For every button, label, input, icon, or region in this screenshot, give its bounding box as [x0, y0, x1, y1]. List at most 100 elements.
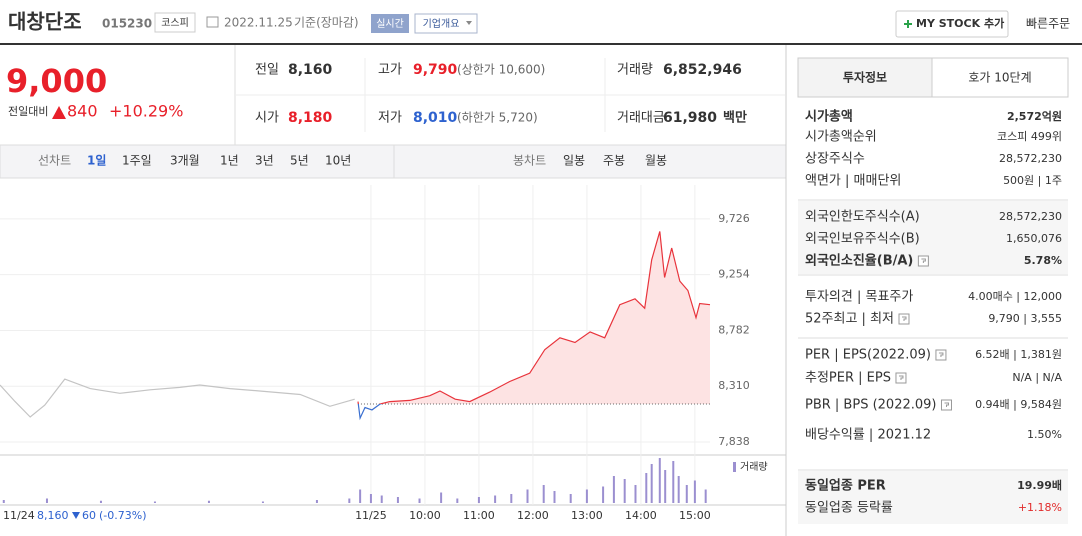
volume-bar [553, 491, 556, 503]
info-label: 추정PER | EPS [805, 371, 891, 386]
tab[interactable]: 월봉 [645, 154, 667, 168]
section-bg [798, 471, 1068, 524]
overview[interactable]: 기업개요 [423, 17, 460, 30]
volume-bar [634, 485, 637, 503]
tab[interactable]: 3개월 [170, 154, 200, 168]
volume-bar [585, 489, 588, 503]
volume-bar [677, 476, 680, 503]
current-price: 9,000 [6, 62, 107, 100]
y-tick-label: 8,782 [718, 323, 750, 336]
tab[interactable]: 주봉 [603, 154, 625, 168]
tab[interactable]: 1주일 [122, 154, 152, 168]
volume-bar [664, 470, 667, 503]
info-value: N/A | N/A [1012, 371, 1062, 384]
section-bg [798, 201, 1068, 274]
x-tick-label: 10:00 [409, 509, 441, 522]
tab[interactable]: 5년 [290, 154, 309, 168]
dropdown-arrow [466, 21, 472, 25]
volume-bar [315, 500, 318, 503]
info-label: 상장주식수 [805, 152, 865, 167]
mystock[interactable]: MY STOCK 추가 [916, 16, 1004, 30]
panel-tab-active[interactable] [797, 57, 933, 98]
info-label: 시가총액 [805, 109, 853, 125]
summary-label: 전일 [255, 63, 279, 78]
info-label: 동일업종 PER [805, 479, 886, 494]
info-value: 0.94배 | 9,584원 [975, 398, 1062, 411]
volume-bar [369, 494, 372, 503]
volume-bar [704, 489, 707, 503]
panel-tab-label[interactable]: 호가 10단계 [968, 71, 1031, 85]
info-label: 액면가 | 매매단위 [805, 174, 901, 189]
volume-bar [645, 473, 648, 503]
change-pct: +10.29% [109, 102, 183, 121]
change-label: 전일대비 [8, 104, 48, 118]
volume-bar [380, 495, 383, 503]
tab[interactable]: 3년 [255, 154, 274, 168]
info-value: 28,572,230 [999, 152, 1062, 165]
summary-value: 61,980 [663, 110, 717, 126]
prev-change: 60 [82, 509, 96, 522]
tab[interactable]: 10년 [325, 154, 351, 168]
mystock-button[interactable] [895, 10, 1009, 38]
realtime[interactable]: 실시간 [376, 18, 404, 30]
volume-bar [569, 494, 572, 503]
y-tick-label: 9,254 [718, 268, 750, 281]
volume-bar [526, 489, 529, 503]
realtime-badge[interactable] [371, 14, 409, 33]
stock-name: 대창단조 [8, 10, 82, 34]
x-tick-label: 13:00 [571, 509, 603, 522]
tab-bar [0, 144, 787, 179]
volume-bar [602, 486, 605, 503]
quick-order[interactable]: 빠른주문 [1026, 17, 1070, 31]
volume-bar [207, 500, 210, 503]
x-tick-label: 12:00 [517, 509, 549, 522]
overview-button[interactable] [414, 13, 478, 34]
info-value: 1.50% [1027, 428, 1062, 441]
summary-value: 6,852,946 [663, 62, 742, 78]
info-value: 코스피 499위 [997, 130, 1062, 143]
info-label: 외국인한도주식수(A) [805, 210, 920, 225]
prev-price: 8,160 [37, 509, 69, 522]
help-glyph [944, 402, 949, 407]
volume-bar [685, 485, 688, 503]
info-label: 투자의견 | 목표주가 [805, 290, 913, 305]
summary-label: 거래대금 [617, 111, 665, 126]
info-label: 동일업종 등락률 [805, 501, 893, 516]
price-line [357, 231, 711, 404]
summary-value: 8,160 [288, 62, 333, 78]
summary-value: 8,180 [288, 110, 333, 126]
volume-bar [359, 489, 362, 503]
info-value: 28,572,230 [999, 210, 1062, 223]
down-arrow [72, 512, 80, 519]
price-line [0, 378, 355, 418]
summary-label: 저가 [378, 111, 402, 126]
summary-label: 거래량 [617, 63, 653, 78]
volume-bar [153, 501, 156, 503]
area [357, 231, 710, 404]
tab-group-label: 봉차트 [513, 154, 546, 168]
help-glyph [938, 352, 944, 357]
volume-bar [261, 501, 264, 503]
volume-bar [650, 464, 653, 503]
prev-date: 11/24 [3, 509, 35, 522]
tab[interactable]: 일봉 [563, 154, 585, 168]
info-label: 배당수익률 | 2021.12 [805, 428, 931, 443]
info-label: 52주최고 | 최저 [805, 312, 894, 327]
plus-icon [904, 20, 912, 28]
legend-label: 거래량 [740, 461, 768, 473]
legend-swatch [733, 462, 736, 472]
volume-bar [456, 498, 459, 503]
tab[interactable]: 1년 [220, 154, 239, 168]
panel-tab-label[interactable]: 투자정보 [843, 70, 887, 85]
stock-code: 015230 [102, 17, 152, 31]
info-label: 외국인소진율(B/A) [805, 253, 913, 269]
volume-bar [612, 476, 615, 503]
panel-tab[interactable] [931, 57, 1069, 98]
date: 2022.11.25 [224, 16, 293, 30]
change: 840 [67, 102, 98, 121]
tab[interactable]: 1일 [87, 154, 106, 168]
summary-value: 9,790 [413, 62, 458, 78]
y-tick-label: 7,838 [718, 435, 750, 448]
y-tick-label: 8,310 [718, 379, 750, 392]
